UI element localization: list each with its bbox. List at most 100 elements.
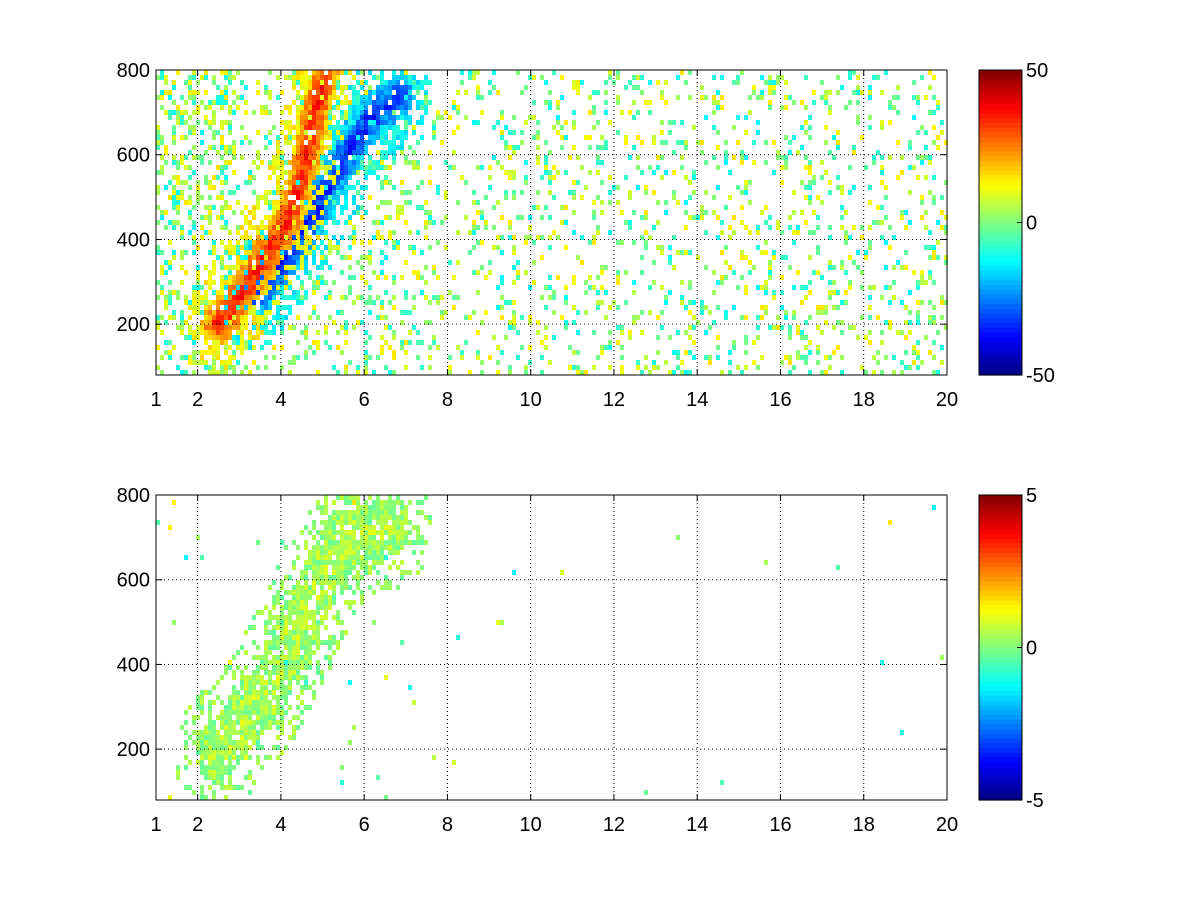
heatmap-cell [192, 335, 196, 340]
heatmap-cell [236, 260, 240, 265]
heatmap-cell [172, 175, 176, 180]
heatmap-cell [260, 685, 264, 690]
heatmap-cell [240, 270, 244, 275]
heatmap-cell [168, 290, 172, 295]
heatmap-cell [192, 355, 196, 360]
heatmap-cell [228, 345, 232, 350]
heatmap-cell [704, 115, 708, 120]
heatmap-cell [704, 265, 708, 270]
heatmap-cell [236, 755, 240, 760]
heatmap-cell [396, 565, 400, 570]
heatmap-cell [300, 605, 304, 610]
heatmap-cell [268, 690, 272, 695]
heatmap-cell [308, 705, 312, 710]
heatmap-cell [304, 600, 308, 605]
heatmap-cell [252, 310, 256, 315]
heatmap-cell [228, 80, 232, 85]
heatmap-cell [236, 255, 240, 260]
heatmap-cell [336, 245, 340, 250]
heatmap-cell [252, 245, 256, 250]
heatmap-cell [492, 205, 496, 210]
heatmap-cell [220, 225, 224, 230]
heatmap-cell [276, 250, 280, 255]
heatmap-cell [880, 120, 884, 125]
heatmap-cell [164, 295, 168, 300]
heatmap-cell [616, 270, 620, 275]
heatmap-cell [296, 315, 300, 320]
heatmap-cell [376, 355, 380, 360]
heatmap-cell [272, 580, 276, 585]
heatmap-cell [316, 610, 320, 615]
heatmap-cell [360, 530, 364, 535]
heatmap-cell [524, 175, 528, 180]
heatmap-cell [476, 355, 480, 360]
heatmap-cell [356, 80, 360, 85]
heatmap-cell [308, 645, 312, 650]
colorbar-segment [979, 156, 1022, 161]
heatmap-cell [668, 335, 672, 340]
heatmap-cell [192, 155, 196, 160]
heatmap-cell [352, 240, 356, 245]
heatmap-cell [924, 280, 928, 285]
heatmap-cell [824, 305, 828, 310]
heatmap-cell [376, 555, 380, 560]
heatmap-cell [292, 595, 296, 600]
heatmap-cell [784, 80, 788, 85]
heatmap-cell [228, 305, 232, 310]
heatmap-cell [436, 345, 440, 350]
heatmap-cell [256, 265, 260, 270]
heatmap-cell [268, 260, 272, 265]
heatmap-cell [224, 720, 228, 725]
heatmap-cell [348, 120, 352, 125]
heatmap-cell [284, 275, 288, 280]
heatmap-cell [316, 540, 320, 545]
heatmap-cell [180, 115, 184, 120]
heatmap-cell [484, 310, 488, 315]
heatmap-cell [920, 160, 924, 165]
heatmap-cell [332, 155, 336, 160]
heatmap-cell [396, 130, 400, 135]
heatmap-cell [212, 130, 216, 135]
heatmap-cell [324, 325, 328, 330]
colorbar-segment [979, 251, 1022, 256]
heatmap-cell [248, 705, 252, 710]
heatmap-cell [260, 725, 264, 730]
heatmap-cell [248, 255, 252, 260]
heatmap-cell [496, 305, 500, 310]
heatmap-cell [552, 290, 556, 295]
heatmap-cell [308, 100, 312, 105]
heatmap-cell [308, 275, 312, 280]
heatmap-cell [304, 595, 308, 600]
heatmap-cell [296, 630, 300, 635]
heatmap-cell [288, 360, 292, 365]
heatmap-cell [340, 580, 344, 585]
heatmap-cell [368, 170, 372, 175]
heatmap-cell [408, 85, 412, 90]
heatmap-cell [276, 655, 280, 660]
heatmap-cell [240, 370, 244, 375]
heatmap-cell [220, 770, 224, 775]
heatmap-cell [284, 625, 288, 630]
heatmap-cell [344, 255, 348, 260]
heatmap-cell [276, 675, 280, 680]
heatmap-cell [324, 530, 328, 535]
heatmap-cell [248, 300, 252, 305]
heatmap-cell [224, 165, 228, 170]
heatmap-cell [548, 285, 552, 290]
heatmap-cell [400, 560, 404, 565]
heatmap-cell [264, 135, 268, 140]
heatmap-cell [176, 295, 180, 300]
heatmap-cell [300, 225, 304, 230]
heatmap-cell [296, 145, 300, 150]
heatmap-cell [544, 80, 548, 85]
heatmap-cell [900, 210, 904, 215]
heatmap-cell [424, 220, 428, 225]
heatmap-cell [344, 115, 348, 120]
heatmap-cell [268, 245, 272, 250]
heatmap-cell [276, 725, 280, 730]
heatmap-cell [264, 710, 268, 715]
heatmap-cell [372, 555, 376, 560]
heatmap-cell [840, 85, 844, 90]
heatmap-cell [300, 105, 304, 110]
heatmap-cell [280, 165, 284, 170]
